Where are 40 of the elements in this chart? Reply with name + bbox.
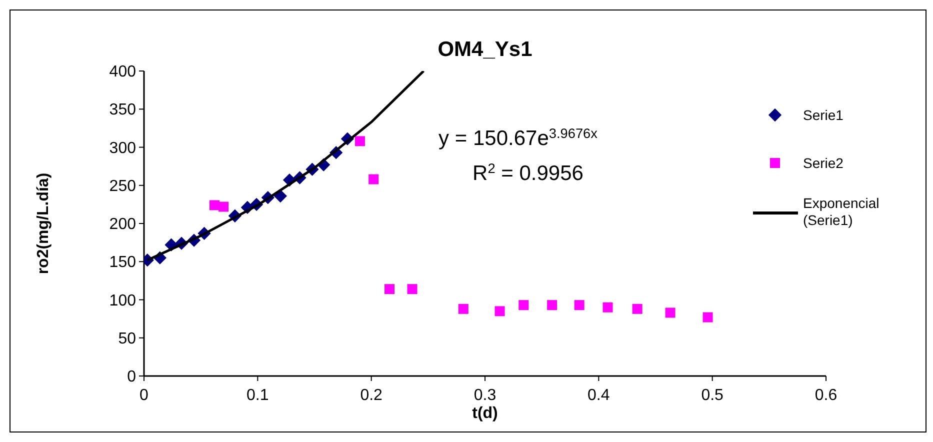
x-tick-label: 0.3 <box>474 387 496 404</box>
chart-title: OM4_Ys1 <box>438 38 533 61</box>
point <box>274 189 287 203</box>
point <box>218 202 229 212</box>
point <box>354 136 365 146</box>
legend-label: Serie2 <box>803 154 844 171</box>
y-axis-title: ro2(mg/L.día) <box>35 172 52 274</box>
annotation: y = 150.67e$^{3.9676x}$ <box>438 126 598 150</box>
x-axis-title: t(d) <box>472 405 498 422</box>
y-tick-label: 300 <box>109 140 136 157</box>
point <box>368 174 379 184</box>
y-tick-label: 50 <box>118 330 136 348</box>
x-tick-label: 0.2 <box>360 387 383 404</box>
point <box>209 200 220 210</box>
legend-label: Serie1 <box>803 106 844 123</box>
x-tick-label: 0.6 <box>814 387 838 404</box>
point <box>518 300 529 310</box>
y-tick-label: 400 <box>109 64 136 81</box>
legend-label: Exponencial (Serie1) <box>803 195 880 228</box>
x-tick-label: 0 <box>140 387 149 404</box>
point <box>602 302 613 312</box>
point <box>384 284 395 294</box>
y-tick-label: 350 <box>109 102 136 119</box>
y-tick-label: 0 <box>127 368 136 386</box>
y-tick-label: 100 <box>109 292 136 310</box>
y-tick-label: 250 <box>109 178 136 195</box>
point <box>458 304 468 314</box>
point <box>702 312 713 322</box>
point <box>494 306 505 316</box>
y-tick-label: 150 <box>109 254 136 272</box>
y-tick-label: 200 <box>109 216 136 234</box>
point <box>574 300 584 310</box>
x-tick-label: 0.4 <box>588 387 610 404</box>
point <box>547 300 558 310</box>
point <box>632 304 642 314</box>
point <box>665 308 676 318</box>
point <box>407 284 418 294</box>
annotation: R$^{2}$ = 0.9956 <box>472 160 584 185</box>
x-tick-label: 0.1 <box>246 387 269 404</box>
x-tick-label: 0.5 <box>701 387 724 404</box>
